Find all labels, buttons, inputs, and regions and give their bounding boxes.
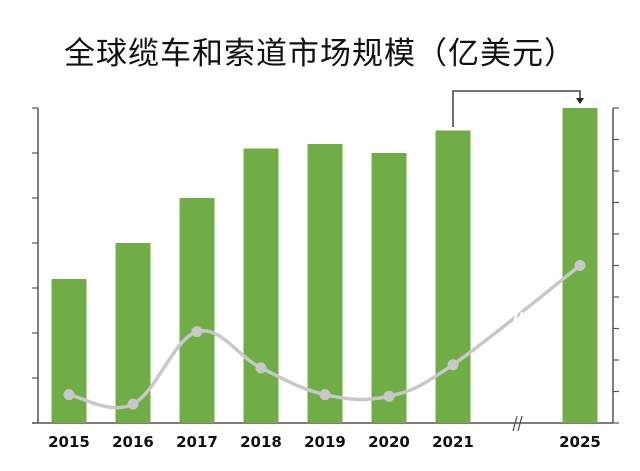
chart-title: 全球缆车和索道市场规模（亿美元） (64, 36, 576, 72)
bar-2020 (371, 153, 407, 423)
line-break-mark (513, 309, 523, 325)
annotation-arrow-head (576, 98, 584, 104)
line-point-2025 (574, 260, 586, 271)
line-point-2017 (191, 326, 203, 338)
x-tick-label: 2016 (112, 433, 154, 451)
line-point-2020 (383, 390, 395, 402)
x-tick-label: 2019 (304, 433, 346, 451)
x-tick-label: 2018 (240, 433, 282, 451)
bar-2017 (179, 198, 215, 423)
x-tick-label: 2017 (176, 433, 218, 451)
line-point-2015 (63, 389, 75, 401)
bar-2021 (435, 130, 471, 423)
bar-2018 (243, 148, 279, 423)
x-tick-label: 2021 (432, 433, 474, 451)
x-tick-label: 2015 (48, 433, 90, 451)
x-tick-label: 2020 (368, 433, 410, 451)
x-tick-label: 2025 (559, 433, 601, 451)
bar-2019 (307, 144, 343, 423)
line-point-2021 (447, 359, 459, 371)
line-point-2019 (319, 389, 331, 401)
bar-2015 (51, 279, 87, 423)
annotation-arrow-line (452, 90, 581, 127)
line-point-2018 (255, 362, 267, 374)
line-point-2016 (127, 398, 139, 410)
x-axis-break-mark (512, 415, 523, 432)
